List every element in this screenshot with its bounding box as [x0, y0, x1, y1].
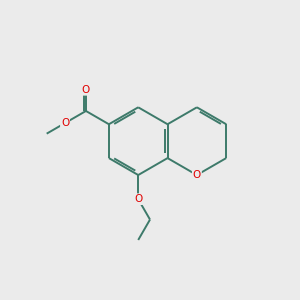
- Text: O: O: [193, 170, 201, 180]
- Text: O: O: [82, 85, 90, 95]
- Text: O: O: [61, 118, 69, 128]
- Text: O: O: [134, 194, 142, 204]
